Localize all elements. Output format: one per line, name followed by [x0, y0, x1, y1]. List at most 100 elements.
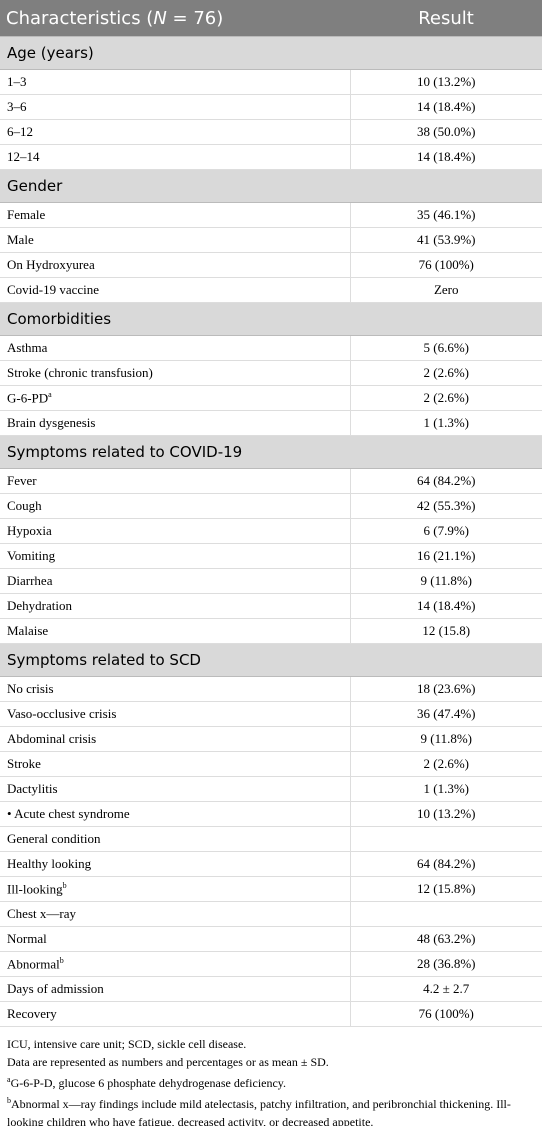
result-cell: 4.2 ± 2.7	[349, 976, 542, 1002]
result-cell: 48 (63.2%)	[349, 926, 542, 952]
result-cell: 12 (15.8)	[349, 618, 542, 644]
result: 42 (55.3%)	[417, 498, 476, 513]
footnote-mark: a	[48, 389, 52, 399]
data-row: Malaise 12 (15.8)	[0, 618, 542, 644]
footnote: Data are represented as numbers and perc…	[7, 1053, 535, 1071]
label-cell: Ill-lookingb	[0, 876, 350, 902]
label: Healthy looking	[7, 856, 92, 871]
header-row: Characteristics (N = 76) Result	[0, 0, 542, 37]
data-row: Male 41 (53.9%)	[0, 227, 542, 253]
result-cell: 14 (18.4%)	[349, 593, 542, 619]
section-title: Symptoms related to COVID-19	[0, 435, 542, 469]
result: 2 (2.6%)	[423, 390, 470, 405]
label-cell: Recovery	[0, 1001, 350, 1027]
header-text: Characteristics (	[6, 7, 154, 29]
label-cell: Female	[0, 202, 350, 228]
label-cell: 6–12	[0, 119, 350, 145]
result: 10 (13.2%)	[417, 74, 476, 89]
section-title: Symptoms related to SCD	[0, 643, 542, 677]
label-cell: Cough	[0, 493, 350, 519]
result-cell: 9 (11.8%)	[349, 568, 542, 594]
label: Chest x—ray	[7, 906, 76, 921]
result-cell: 16 (21.1%)	[349, 543, 542, 569]
data-row: Hypoxia 6 (7.9%)	[0, 518, 542, 544]
result-cell: 2 (2.6%)	[349, 751, 542, 777]
data-row: Cough 42 (55.3%)	[0, 493, 542, 519]
result: 41 (53.9%)	[417, 232, 476, 247]
label-cell: 12–14	[0, 144, 350, 170]
label-cell: On Hydroxyurea	[0, 252, 350, 278]
footnote-text: G-6-P-D, glucose 6 phosphate dehydrogena…	[10, 1076, 287, 1090]
result-cell: 5 (6.6%)	[349, 335, 542, 361]
label-cell: No crisis	[0, 676, 350, 702]
data-row: Days of admission 4.2 ± 2.7	[0, 976, 542, 1002]
footnote: ICU, intensive care unit; SCD, sickle ce…	[7, 1035, 535, 1053]
result: 36 (47.4%)	[417, 706, 476, 721]
footnote-text: ICU, intensive care unit; SCD, sickle ce…	[7, 1037, 247, 1051]
data-row: Vomiting 16 (21.1%)	[0, 543, 542, 569]
label-cell: Days of admission	[0, 976, 350, 1002]
data-row: Normal 48 (63.2%)	[0, 926, 542, 952]
label-cell: Male	[0, 227, 350, 253]
label: Abdominal crisis	[7, 731, 97, 746]
footnote-text: Data are represented as numbers and perc…	[7, 1055, 329, 1069]
result: 38 (50.0%)	[417, 124, 476, 139]
footnote-mark: b	[59, 955, 64, 965]
label-cell: 3–6	[0, 94, 350, 120]
data-row: Fever 64 (84.2%)	[0, 468, 542, 494]
result: 1 (1.3%)	[423, 781, 470, 796]
label-cell: • Acute chest syndrome	[0, 801, 350, 827]
result-cell: 38 (50.0%)	[349, 119, 542, 145]
result: 9 (11.8%)	[420, 573, 472, 588]
result: 14 (18.4%)	[417, 149, 476, 164]
label-cell: Vaso-occlusive crisis	[0, 701, 350, 727]
table-body: Age (years) 1–3 10 (13.2%) 3–6 14 (18.4%) 6–1…	[0, 36, 542, 1027]
footnote-text: Abnormal x—ray findings include mild ate…	[7, 1097, 511, 1126]
data-row: Abnormalb 28 (36.8%)	[0, 951, 542, 977]
result-cell: 1 (1.3%)	[349, 410, 542, 436]
result-cell	[349, 826, 542, 852]
label: Dactylitis	[7, 781, 58, 796]
result: 5 (6.6%)	[423, 340, 470, 355]
result-cell: 41 (53.9%)	[349, 227, 542, 253]
result: 12 (15.8%)	[417, 881, 476, 896]
label: General condition	[7, 831, 101, 846]
data-row: Abdominal crisis 9 (11.8%)	[0, 726, 542, 752]
label-cell: Abdominal crisis	[0, 726, 350, 752]
section-title: Comorbidities	[0, 302, 542, 336]
result-cell: 36 (47.4%)	[349, 701, 542, 727]
result: Zero	[433, 282, 459, 297]
result: 2 (2.6%)	[423, 756, 470, 771]
label: 6–12	[7, 124, 33, 139]
header-cell: Result	[350, 0, 542, 37]
data-row: Covid-19 vaccine Zero	[0, 277, 542, 303]
result: 9 (11.8%)	[420, 731, 472, 746]
label: No crisis	[7, 681, 54, 696]
result: 2 (2.6%)	[423, 365, 470, 380]
result: 35 (46.1%)	[417, 207, 476, 222]
data-row: Diarrhea 9 (11.8%)	[0, 568, 542, 594]
data-row: Dehydration 14 (18.4%)	[0, 593, 542, 619]
label-cell: Hypoxia	[0, 518, 350, 544]
label: Vomiting	[7, 548, 56, 563]
label: Recovery	[7, 1006, 57, 1021]
footnotes: ICU, intensive care unit; SCD, sickle ce…	[0, 1027, 542, 1126]
section-title: Age (years)	[0, 36, 542, 70]
data-row: Brain dysgenesis 1 (1.3%)	[0, 410, 542, 436]
data-row: 6–12 38 (50.0%)	[0, 119, 542, 145]
label-cell: Abnormalb	[0, 951, 350, 977]
result: 76 (100%)	[418, 257, 474, 272]
result-cell: 9 (11.8%)	[349, 726, 542, 752]
label: 1–3	[7, 74, 27, 89]
section-row: Gender	[0, 169, 542, 203]
label: Dehydration	[7, 598, 72, 613]
data-row: 1–3 10 (13.2%)	[0, 69, 542, 95]
label: • Acute chest syndrome	[7, 806, 130, 821]
result-cell: 28 (36.8%)	[349, 951, 542, 977]
table: Characteristics (N = 76) Result Age (yea…	[0, 0, 542, 1027]
section-row: Comorbidities	[0, 302, 542, 336]
header-text: N	[153, 7, 167, 29]
label: On Hydroxyurea	[7, 257, 95, 272]
label-cell: Fever	[0, 468, 350, 494]
